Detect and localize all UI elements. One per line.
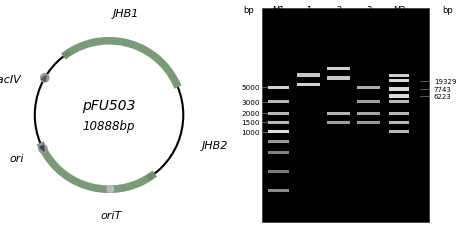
Bar [357, 86, 380, 89]
Bar [326, 112, 350, 115]
Bar [357, 100, 380, 104]
Text: oriT: oriT [100, 210, 121, 220]
Bar [326, 121, 350, 125]
Text: 2: 2 [335, 6, 341, 15]
Bar [268, 131, 288, 134]
Text: 2000: 2000 [241, 111, 259, 117]
Bar [268, 100, 288, 104]
Bar [326, 77, 350, 80]
Bar [326, 68, 350, 71]
Text: 3000: 3000 [241, 99, 259, 105]
Circle shape [107, 186, 113, 193]
Text: aacIV: aacIV [0, 75, 21, 85]
Bar [268, 189, 288, 192]
Bar [268, 121, 288, 125]
Bar [388, 100, 408, 104]
Bar [268, 86, 288, 89]
Text: 3: 3 [365, 6, 371, 15]
Polygon shape [147, 174, 154, 180]
Bar [388, 88, 408, 91]
Text: 19329: 19329 [433, 78, 455, 84]
Bar [357, 112, 380, 115]
Text: pFU503: pFU503 [82, 98, 136, 112]
Text: M1: M1 [272, 6, 284, 15]
Text: 1500: 1500 [241, 120, 259, 126]
Bar [262, 9, 428, 222]
Circle shape [40, 74, 49, 83]
Bar [268, 151, 288, 155]
Bar [357, 121, 380, 125]
Bar [388, 112, 408, 115]
Bar [296, 74, 319, 77]
Text: ori: ori [10, 154, 24, 164]
Text: bp: bp [441, 6, 452, 15]
Bar [388, 95, 408, 98]
Text: 5000: 5000 [241, 85, 259, 91]
Text: M2: M2 [392, 6, 404, 15]
Bar [268, 170, 288, 174]
Bar [268, 140, 288, 144]
Polygon shape [63, 51, 71, 57]
Text: 10888bp: 10888bp [82, 119, 135, 132]
Polygon shape [40, 146, 44, 152]
Bar [388, 80, 408, 83]
Bar [268, 112, 288, 115]
Bar [296, 84, 319, 87]
Bar [388, 131, 408, 134]
Bar [388, 75, 408, 78]
Text: JHB1: JHB1 [112, 9, 138, 18]
Text: JHB2: JHB2 [201, 140, 228, 150]
Polygon shape [42, 76, 46, 82]
Text: 1: 1 [305, 6, 311, 15]
Text: 1000: 1000 [241, 129, 259, 135]
Circle shape [38, 145, 47, 153]
Text: 6223: 6223 [433, 94, 450, 100]
Bar [388, 121, 408, 125]
Text: bp: bp [242, 6, 253, 15]
Text: 7743: 7743 [433, 87, 451, 93]
